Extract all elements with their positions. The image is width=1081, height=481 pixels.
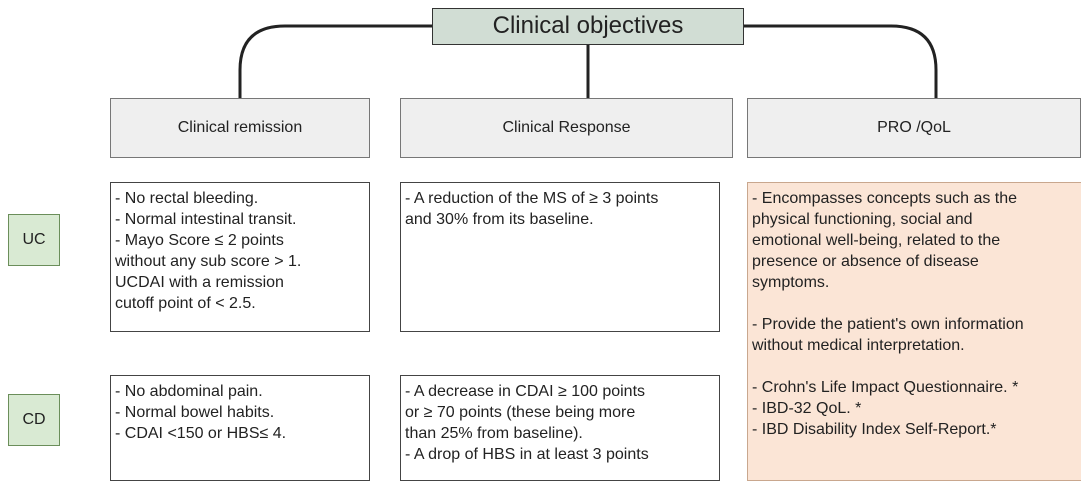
text-line: - Provide the patient's own information xyxy=(752,316,1024,333)
title-box: Clinical objectives xyxy=(432,8,744,45)
connector-left xyxy=(238,24,432,98)
text-line: without medical interpretation. xyxy=(752,337,965,354)
cell: - A reduction of the MS of ≥ 3 points and… xyxy=(400,182,720,332)
paragraph: - Provide the patient's own information w… xyxy=(752,314,1077,356)
text-line: - No rectal bleeding. xyxy=(115,190,259,207)
text-line: - Mayo Score ≤ 2 points xyxy=(115,232,284,249)
paragraph: - Crohn's Life Impact Questionnaire. * - … xyxy=(752,377,1077,440)
text-line: than 25% from baseline). xyxy=(405,425,583,442)
text-line: - Crohn's Life Impact Questionnaire. * xyxy=(752,379,1019,396)
paragraph: - Encompasses concepts such as the physic… xyxy=(752,188,1077,293)
text-line: - CDAI <150 or HBS≤ 4. xyxy=(115,425,287,442)
column-header: Clinical Response xyxy=(400,98,733,158)
text-line: - No abdominal pain. xyxy=(115,383,263,400)
row-label: UC xyxy=(8,214,60,266)
connector-right xyxy=(744,24,938,98)
column-header: PRO /QoL xyxy=(747,98,1081,158)
text-line: - IBD Disability Index Self-Report.* xyxy=(752,421,997,438)
text-line: - A decrease in CDAI ≥ 100 points xyxy=(405,383,646,400)
text-line: - A drop of HBS in at least 3 points xyxy=(405,446,649,463)
pro-cell: - Encompasses concepts such as the physic… xyxy=(747,182,1081,481)
text-line: or ≥ 70 points (these being more xyxy=(405,404,636,421)
cell: - A decrease in CDAI ≥ 100 points or ≥ 70… xyxy=(400,375,720,481)
text-line: and 30% from its baseline. xyxy=(405,211,594,228)
text-line: symptoms. xyxy=(752,274,830,291)
text-line: physical functioning, social and xyxy=(752,211,973,228)
text-line: - A reduction of the MS of ≥ 3 points xyxy=(405,190,659,207)
text-line: UCDAI with a remission xyxy=(115,274,284,291)
row-label: CD xyxy=(8,394,60,446)
column-header: Clinical remission xyxy=(110,98,370,158)
text-line: without any sub score > 1. xyxy=(115,253,302,270)
text-line: - Normal intestinal transit. xyxy=(115,211,297,228)
text-line: - IBD-32 QoL. * xyxy=(752,400,862,417)
cell: - No abdominal pain. - Normal bowel habit… xyxy=(110,375,370,481)
text-line: presence or absence of disease xyxy=(752,253,979,270)
text-line: - Encompasses concepts such as the xyxy=(752,190,1018,207)
text-line: cutoff point of < 2.5. xyxy=(115,295,256,312)
cell: - No rectal bleeding. - Normal intestinal… xyxy=(110,182,370,332)
text-line: emotional well-being, related to the xyxy=(752,232,1001,249)
text-line: - Normal bowel habits. xyxy=(115,404,275,421)
